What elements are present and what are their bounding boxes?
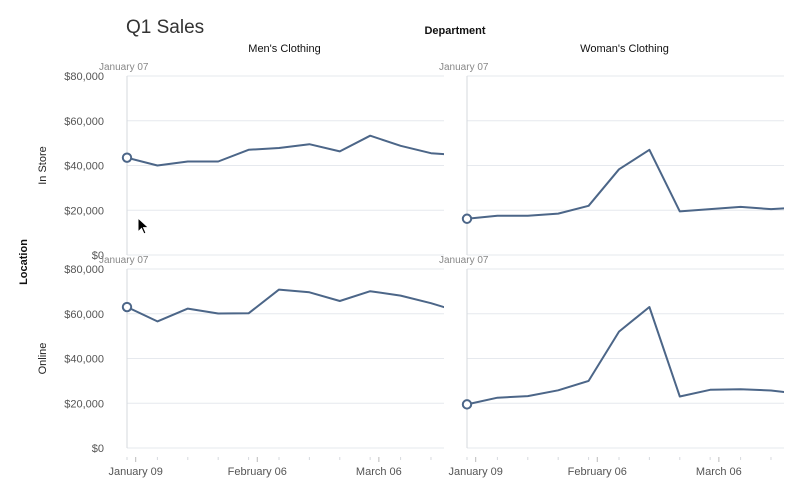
- column-header: Department: [424, 25, 485, 37]
- y-tick-label: $80,000: [64, 264, 104, 276]
- hover-date-label: January 07: [99, 62, 149, 73]
- y-tick-label: $20,000: [64, 205, 104, 217]
- y-tick-label: $60,000: [64, 116, 104, 128]
- x-tick-label: February 06: [228, 466, 287, 478]
- hover-point-marker: [461, 213, 473, 224]
- y-tick-label: $40,000: [64, 354, 104, 366]
- mouse-cursor-icon: [137, 217, 150, 235]
- hover-point-marker: [121, 301, 133, 313]
- series-line: [466, 148, 784, 220]
- y-tick-label: $0: [92, 250, 104, 262]
- page-title: Q1 Sales: [126, 17, 204, 38]
- hover-date-label: January 07: [99, 255, 149, 266]
- row-label: In Store: [37, 146, 49, 185]
- x-tick-label: March 06: [696, 466, 742, 478]
- y-tick-label: $80,000: [64, 71, 104, 83]
- y-tick-label: $40,000: [64, 161, 104, 173]
- row-header: Location: [18, 239, 30, 285]
- y-tick-label: $0: [92, 443, 104, 455]
- column-label: Woman's Clothing: [580, 43, 669, 55]
- x-tick-label: March 06: [356, 466, 402, 478]
- x-tick-label: January 09: [108, 466, 162, 478]
- row-label: Online: [37, 343, 49, 375]
- hover-point-marker: [121, 152, 133, 163]
- hover-date-label: January 07: [439, 62, 489, 73]
- y-tick-label: $60,000: [64, 309, 104, 321]
- column-label: Men's Clothing: [248, 43, 320, 55]
- hover-point-marker: [461, 399, 473, 410]
- y-tick-label: $20,000: [64, 398, 104, 410]
- hover-date-label: January 07: [439, 255, 489, 266]
- series-line: [126, 288, 444, 323]
- series-line: [126, 134, 444, 167]
- series-line: [466, 306, 784, 406]
- x-tick-label: January 09: [448, 466, 502, 478]
- x-tick-label: February 06: [568, 466, 627, 478]
